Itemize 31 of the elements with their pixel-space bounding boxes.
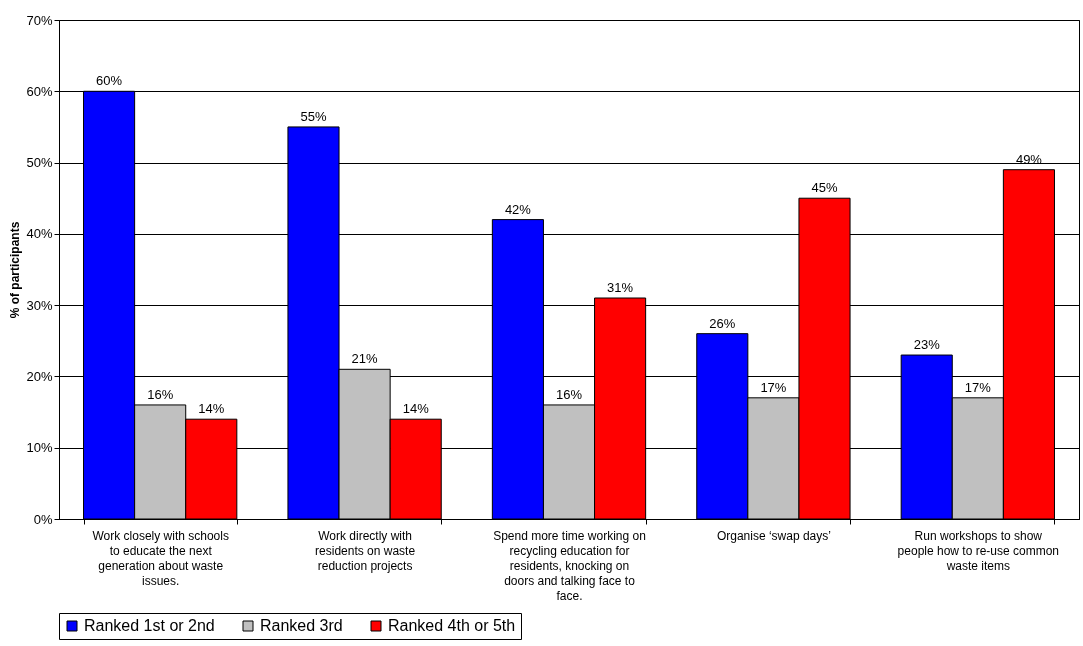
- legend-label: Ranked 3rd: [260, 617, 343, 634]
- x-tick-label: Run workshops to show people how to re-use common waste items: [897, 528, 1060, 573]
- y-tick-label: 0%: [33, 511, 53, 527]
- y-tick-label: 30%: [26, 297, 53, 313]
- data-label: 26%: [709, 315, 736, 331]
- x-tick-label: Work closely with schools to educate the next generation about waste issues.: [92, 528, 229, 588]
- data-label: 16%: [555, 386, 583, 402]
- x-tick-label: Organise ‘swap days’: [716, 528, 831, 543]
- y-tick-label: 20%: [26, 368, 53, 384]
- data-label: 31%: [607, 280, 634, 296]
- data-label: 55%: [300, 108, 327, 124]
- y-tick-label: 40%: [26, 226, 53, 242]
- data-label: 17%: [964, 379, 992, 395]
- y-tick-label: 60%: [26, 83, 53, 99]
- data-label: 60%: [96, 73, 123, 89]
- y-tick-label: 50%: [26, 155, 53, 171]
- x-tick-label: Work directly with residents on waste reduction projects: [315, 528, 416, 573]
- legend-label: Ranked 1st or 2nd: [84, 617, 215, 634]
- data-label: 17%: [760, 379, 787, 395]
- data-label: 14%: [402, 401, 430, 417]
- data-label: 42%: [504, 201, 532, 217]
- y-tick-label: 10%: [26, 440, 53, 456]
- data-label: 45%: [811, 180, 838, 196]
- data-label: 21%: [351, 351, 379, 367]
- data-label: 23%: [913, 337, 941, 353]
- legend-label: Ranked 4th or 5th: [388, 617, 516, 634]
- data-label: 16%: [147, 386, 174, 402]
- y-axis-title: % of participants: [8, 221, 23, 319]
- data-label: 14%: [198, 401, 225, 417]
- x-tick-label: Spend more time working on recycling education for residents, knocking on doors and talking face to face.: [493, 528, 646, 603]
- y-tick-label: 70%: [26, 12, 53, 28]
